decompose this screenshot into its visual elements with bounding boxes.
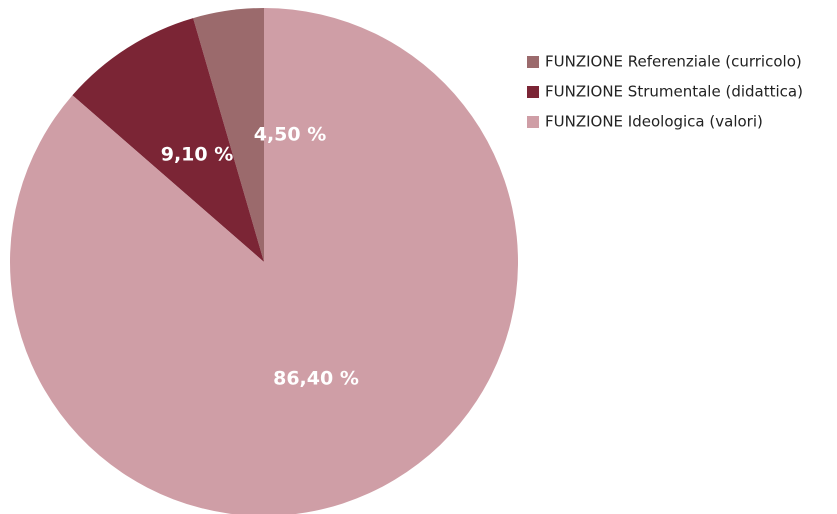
pie-slice [193,8,264,262]
legend-swatch [527,56,539,68]
legend-label: FUNZIONE Strumentale (didattica) [545,83,803,101]
pie-slice [72,18,264,262]
value-label: 86,40 % [273,368,359,390]
legend-label: FUNZIONE Ideologica (valori) [545,113,763,131]
value-label: 9,10 % [161,144,234,166]
legend-swatch [527,86,539,98]
legend-label: FUNZIONE Referenziale (curricolo) [545,53,802,71]
pie-slice [10,8,518,514]
value-label: 4,50 % [254,124,327,146]
legend-swatch [527,116,539,128]
